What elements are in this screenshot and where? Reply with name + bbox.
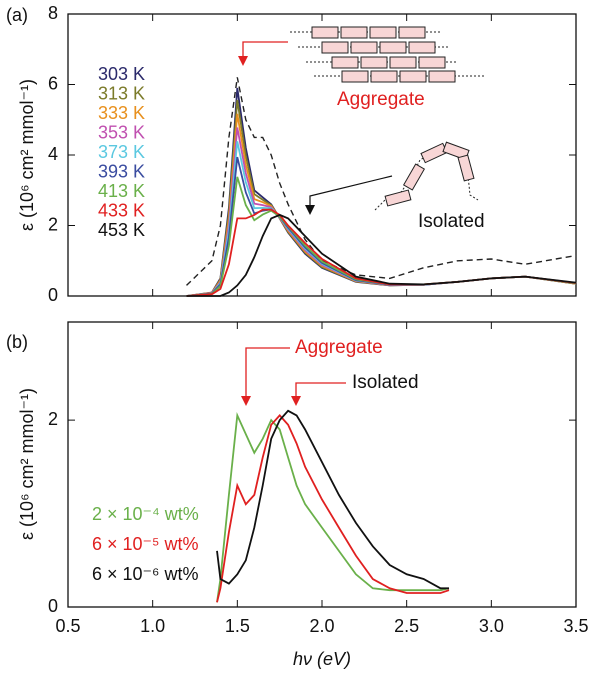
line-series [186, 99, 577, 297]
aggregate-arrow [242, 41, 288, 58]
line-series [186, 208, 577, 297]
y-tick-label: 0 [48, 596, 58, 616]
legend-label: 393 K [98, 161, 145, 181]
line-series [186, 77, 577, 286]
arrow-head [238, 56, 248, 66]
y-tick-label: 8 [48, 3, 58, 23]
annotation: Aggregate [337, 89, 425, 110]
x-tick-label: 1.0 [140, 616, 165, 636]
legend-label: 373 K [98, 142, 145, 162]
arrow-head [291, 396, 301, 406]
panel-label: (a) [6, 5, 28, 25]
legend-label: 413 K [98, 181, 145, 201]
legend-label: 6 × 10⁻⁶ wt% [92, 564, 198, 584]
legend-label: 333 K [98, 103, 145, 123]
aggregate-arrow [245, 347, 346, 398]
isolated-cartoon [374, 141, 479, 211]
line-series [216, 409, 449, 590]
y-tick-label: 4 [48, 144, 58, 164]
x-axis-label: hν (eV) [293, 649, 351, 669]
y-axis-label: ε (10⁶ cm² mmol⁻¹) [17, 79, 37, 231]
legend-label: 2 × 10⁻⁴ wt% [92, 504, 199, 524]
legend-label: 313 K [98, 83, 145, 103]
legend-label: 303 K [98, 64, 145, 84]
x-tick-label: 2.5 [394, 616, 419, 636]
legend-label: 353 K [98, 122, 145, 142]
annotation: Isolated [418, 211, 485, 232]
x-tick-label: 3.0 [479, 616, 504, 636]
aggregate-cartoon [290, 26, 484, 83]
legend-label: 453 K [98, 220, 145, 240]
y-tick-label: 6 [48, 73, 58, 93]
line-series [216, 412, 450, 603]
x-tick-label: 3.5 [563, 616, 588, 636]
arrow-head [305, 205, 315, 215]
line-series [216, 414, 450, 603]
y-tick-label: 2 [48, 409, 58, 429]
y-axis-label: ε (10⁶ cm² mmol⁻¹) [17, 388, 37, 540]
annotation: Aggregate [295, 337, 383, 358]
y-tick-label: 2 [48, 214, 58, 234]
x-tick-label: 1.5 [225, 616, 250, 636]
x-tick-label: 0.5 [55, 616, 80, 636]
x-tick-label: 2.0 [309, 616, 334, 636]
legend-label: 6 × 10⁻⁵ wt% [92, 534, 199, 554]
legend-label: 433 K [98, 200, 145, 220]
annotation: Isolated [352, 372, 419, 393]
line-series [186, 213, 577, 297]
panel-label: (b) [6, 332, 28, 352]
arrow-head [241, 396, 251, 406]
isolated-arrow [309, 175, 393, 206]
y-tick-label: 0 [48, 285, 58, 305]
